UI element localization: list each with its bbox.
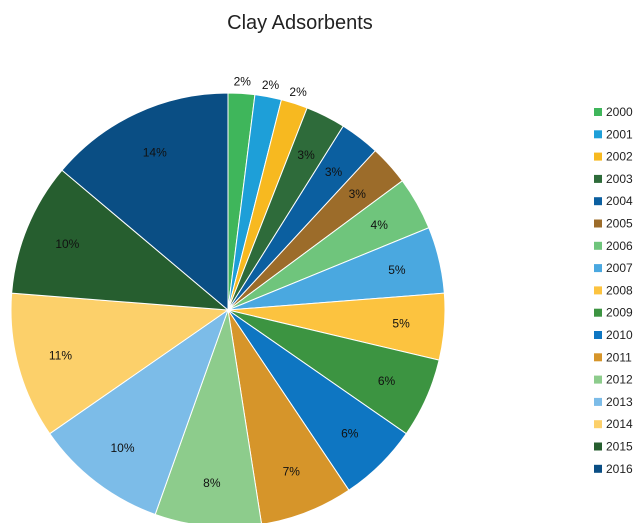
legend: 2000 2001 2002 2003 2004 2005 2006 2007 2008 2009… [594,105,633,476]
data-label-2013: 10% [110,441,134,455]
data-label-2006: 4% [371,218,389,232]
legend-label-2014: 2014 [606,417,633,431]
legend-label-2009: 2009 [606,306,633,320]
data-label-2011: 7% [283,465,301,479]
data-label-2001: 2% [262,78,280,92]
data-label-2007: 5% [388,263,406,277]
legend-swatch-2011 [594,353,602,362]
data-label-2000: 2% [234,74,252,88]
legend-swatch-2013 [594,397,602,406]
legend-label-2007: 2007 [606,261,633,275]
legend-label-2006: 2006 [606,239,633,253]
pie-slice-2015 [11,169,230,311]
legend-label-2002: 2002 [606,150,633,164]
legend-swatch-2014 [594,420,602,429]
pie-slice-2013 [49,308,229,516]
legend-label-2010: 2010 [606,328,633,342]
pie-slice-2016 [61,92,229,312]
data-label-2005: 3% [349,187,367,201]
legend-swatch-2000 [594,108,602,116]
legend-label-2008: 2008 [606,283,633,297]
legend-label-2001: 2001 [606,127,633,141]
legend-swatch-2002 [594,152,602,161]
legend-swatch-2008 [594,286,602,295]
legend-swatch-2003 [594,174,602,183]
legend-label-2011: 2011 [606,350,632,364]
data-label-2012: 8% [203,476,221,490]
legend-swatch-2016 [594,464,602,473]
legend-swatch-2012 [594,375,602,384]
data-label-2009: 6% [378,374,396,388]
data-label-2015: 10% [55,237,79,251]
legend-label-2005: 2005 [606,217,633,231]
legend-swatch-2009 [594,308,602,317]
data-label-2008: 5% [392,316,410,330]
data-label-2004: 3% [325,165,343,179]
legend-label-2013: 2013 [606,395,633,409]
legend-label-2003: 2003 [606,172,633,186]
legend-label-2004: 2004 [606,194,633,208]
data-label-2014: 11% [49,348,72,362]
data-label-2016: 14% [143,146,167,160]
legend-swatch-2006 [594,241,602,250]
legend-label-2012: 2012 [606,373,633,387]
pie-slices [10,92,446,528]
legend-swatch-2004 [594,197,602,206]
legend-label-2015: 2015 [606,440,633,454]
legend-swatch-2007 [594,264,602,273]
data-label-2003: 3% [297,148,315,162]
legend-swatch-2010 [594,331,602,339]
legend-label-2000: 2000 [606,105,633,119]
legend-swatch-2001 [594,130,602,139]
chart-title: Clay Adsorbents [227,12,373,34]
legend-label-2016: 2016 [606,462,633,476]
data-labels: 2% 2% 2% 3% 3% 3% 4% 5% 5% 6% 6% 7% 8% 10% 11% 10% 14% [49,74,410,489]
pie-slice-2014 [10,292,230,435]
legend-swatch-2005 [594,219,602,228]
data-label-2010: 6% [341,427,359,441]
data-label-2002: 2% [289,85,307,99]
legend-swatch-2015 [594,442,602,451]
